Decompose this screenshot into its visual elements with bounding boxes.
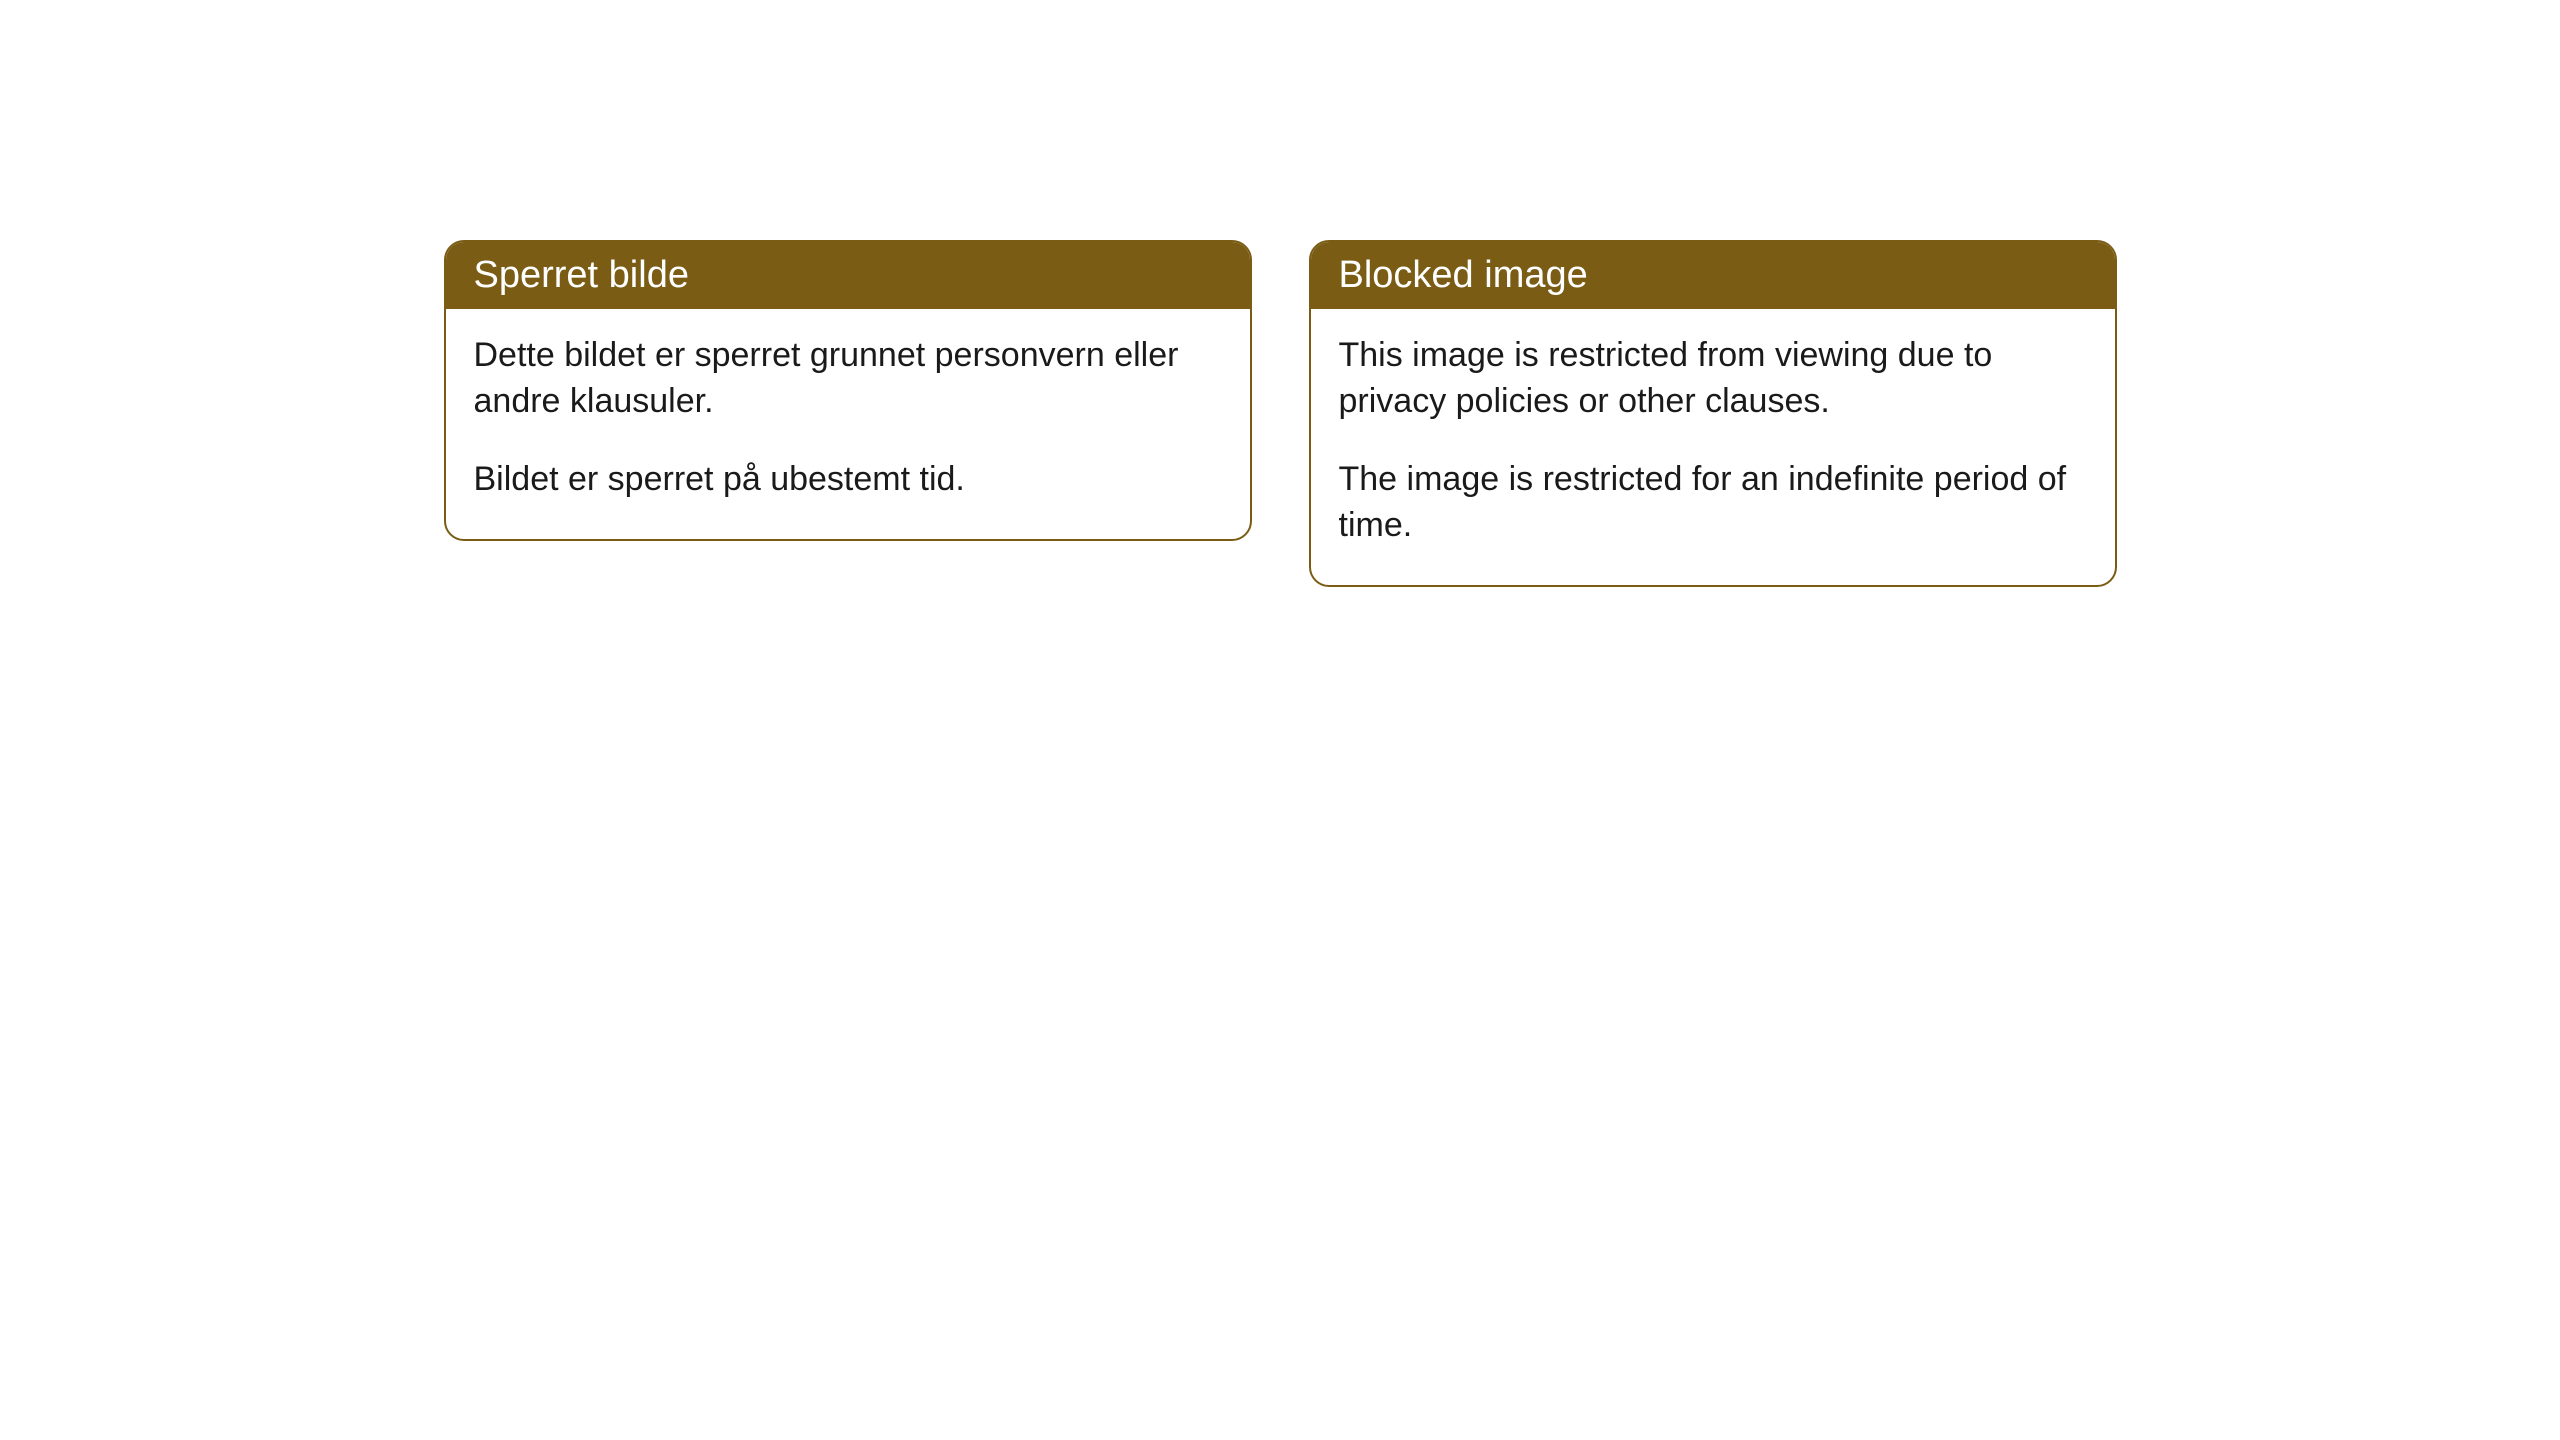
card-paragraph-2: Bildet er sperret på ubestemt tid.: [474, 457, 1222, 503]
notice-container: Sperret bilde Dette bildet er sperret gr…: [444, 240, 2117, 1440]
card-header: Sperret bilde: [446, 242, 1250, 309]
blocked-image-card-english: Blocked image This image is restricted f…: [1309, 240, 2117, 587]
card-title: Sperret bilde: [474, 254, 689, 296]
card-paragraph-1: Dette bildet er sperret grunnet personve…: [474, 333, 1222, 425]
card-paragraph-1: This image is restricted from viewing du…: [1339, 333, 2087, 425]
card-body: This image is restricted from viewing du…: [1311, 309, 2115, 585]
card-title: Blocked image: [1339, 254, 1588, 296]
blocked-image-card-norwegian: Sperret bilde Dette bildet er sperret gr…: [444, 240, 1252, 541]
card-body: Dette bildet er sperret grunnet personve…: [446, 309, 1250, 539]
card-header: Blocked image: [1311, 242, 2115, 309]
card-paragraph-2: The image is restricted for an indefinit…: [1339, 457, 2087, 549]
